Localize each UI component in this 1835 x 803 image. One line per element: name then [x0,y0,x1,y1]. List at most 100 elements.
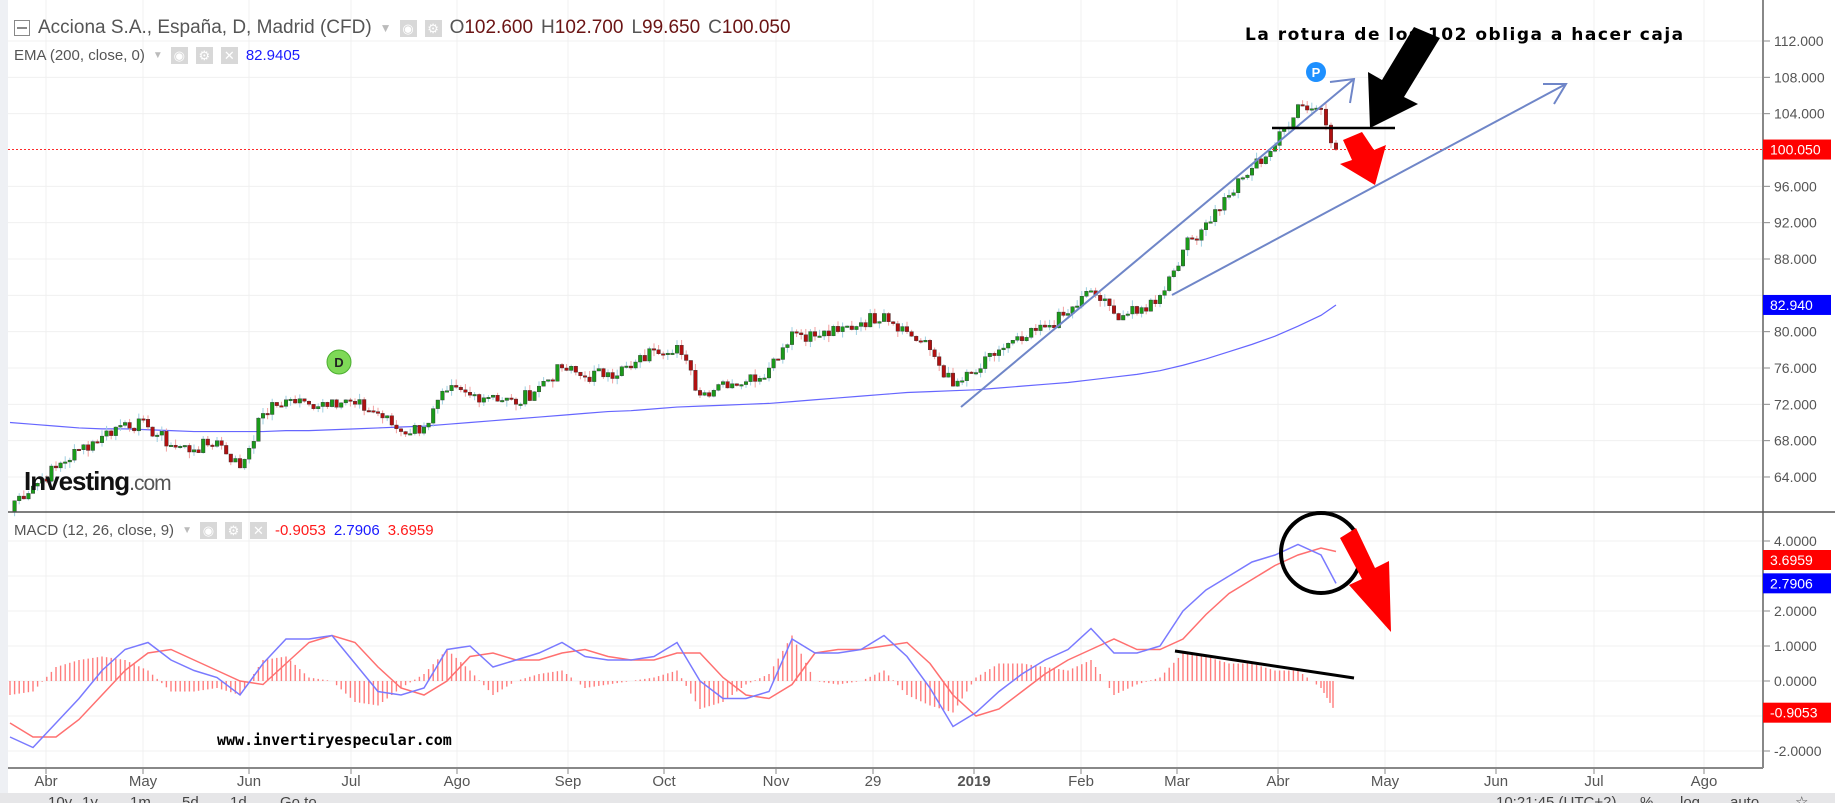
symbol-title[interactable]: Acciona S.A., España, D, Madrid (CFD) [38,17,372,38]
p-marker[interactable] [1306,62,1326,82]
macd-label[interactable]: MACD (12, 26, close, 9) [14,522,175,539]
close-icon[interactable]: ✕ [220,47,238,64]
candle-down [95,441,100,444]
chevron-down-icon[interactable]: ▼ [182,525,192,536]
collapse-icon[interactable] [14,20,30,36]
eye-icon[interactable]: ◉ [399,19,417,37]
trendline-2[interactable] [1171,83,1568,296]
candle-up [1199,229,1204,241]
candle-down [348,399,353,402]
candle-up [431,408,436,424]
candle-up [49,465,54,482]
candle-up [1006,343,1011,349]
headline-annotation[interactable]: La rotura de los 102 obliga a hacer caja [1245,25,1685,45]
candle-up [316,406,321,409]
candle-up [182,445,187,448]
candle-up [1038,324,1043,331]
candle-down [302,398,307,402]
left-border [0,0,8,793]
candle-up [1065,313,1070,316]
range-5d[interactable]: 5d [182,794,199,803]
eye-icon[interactable]: ◉ [170,47,188,64]
candle-down [1333,142,1338,150]
candle-up [983,356,988,369]
macd-tag: 2.7906 [1770,575,1813,591]
candle-up [35,483,40,487]
dividend-marker[interactable] [326,349,352,375]
range-1y[interactable]: 1y [82,794,98,803]
candle-down [951,372,956,387]
candle-down [196,449,201,453]
macd-axis[interactable]: 4.0000 2.0000 1.0000 0.0000 -2.0000 3.6959 2.7… [1763,533,1831,759]
macd-red-arrow-icon[interactable] [1340,528,1391,632]
settings-star-icon[interactable]: ☆ [1795,794,1809,803]
candle-down [1153,299,1158,304]
price-tick-label: 96.000 [1774,178,1817,194]
macd-signal-tag-bg [1763,550,1831,570]
candle-up [270,402,275,415]
candle-up [923,340,928,343]
candle-down [293,398,298,404]
candle-down [54,465,59,469]
candle-down [164,431,169,447]
eye-icon[interactable]: ◉ [199,522,217,539]
candle-up [882,313,887,322]
candle-up [1088,290,1093,293]
candle-down [610,372,615,379]
candle-down [578,371,583,376]
candle-up [1001,347,1006,351]
candle-up [1309,108,1314,111]
candle-down [399,428,404,432]
candle-up [17,495,22,501]
macd-tag-bg [1763,573,1831,594]
close-icon[interactable]: ✕ [249,522,267,539]
range-1m[interactable]: 1m [130,794,151,803]
candle-up [1171,270,1176,277]
candle-up [748,374,753,382]
percent-toggle[interactable]: % [1640,794,1654,803]
candle-up [831,326,836,337]
grid [8,0,1763,768]
candle-down [205,438,210,446]
gear-icon[interactable]: ⚙ [195,47,213,64]
chevron-down-icon[interactable]: ▼ [379,21,392,35]
ema-line [9,304,1337,433]
candle-up [790,331,795,345]
price-axis[interactable]: 112.000 108.000 104.000 96.000 92.000 88.000 8… [1763,33,1831,485]
log-toggle[interactable]: log [1680,794,1701,803]
candle-down [76,449,81,451]
candle-up [1213,209,1218,223]
candle-up [1249,167,1254,176]
candle-up [946,372,951,378]
macd-signal-tag: 3.6959 [1770,552,1813,568]
candle-down [799,332,804,335]
candle-up [518,403,523,406]
gear-icon[interactable]: ⚙ [424,19,442,37]
goto-button[interactable]: Go to... [280,794,330,803]
candle-up [408,433,413,436]
candle-up [1047,325,1052,328]
auto-toggle[interactable]: auto [1730,794,1760,803]
candle-up [72,449,77,461]
candle-down [86,444,91,451]
chevron-down-icon[interactable]: ▼ [152,50,163,61]
candle-up [541,381,546,387]
candle-up [1167,276,1172,291]
candle-down [454,385,459,388]
candle-up [997,349,1002,356]
candle-up [472,394,477,397]
ema-label[interactable]: EMA (200, close, 0) [14,47,145,64]
candle-up [422,426,427,434]
trendline-1[interactable] [960,77,1356,408]
candle-up [256,417,261,442]
range-10y[interactable]: 10y [48,794,73,803]
macd-divergence-line[interactable] [1174,649,1355,680]
gear-icon[interactable]: ⚙ [224,522,242,539]
black-arrow-icon[interactable] [1368,27,1440,128]
range-1d[interactable]: 1d [230,794,247,803]
candle-up [1295,104,1300,118]
price-tick-label: 72.000 [1774,396,1817,412]
red-arrow-down-icon[interactable] [1340,132,1386,185]
time-axis[interactable]: Abr May Jun Jul Ago Sep Oct Nov 29 2019 Feb Mar Abr M… [34,768,1717,790]
